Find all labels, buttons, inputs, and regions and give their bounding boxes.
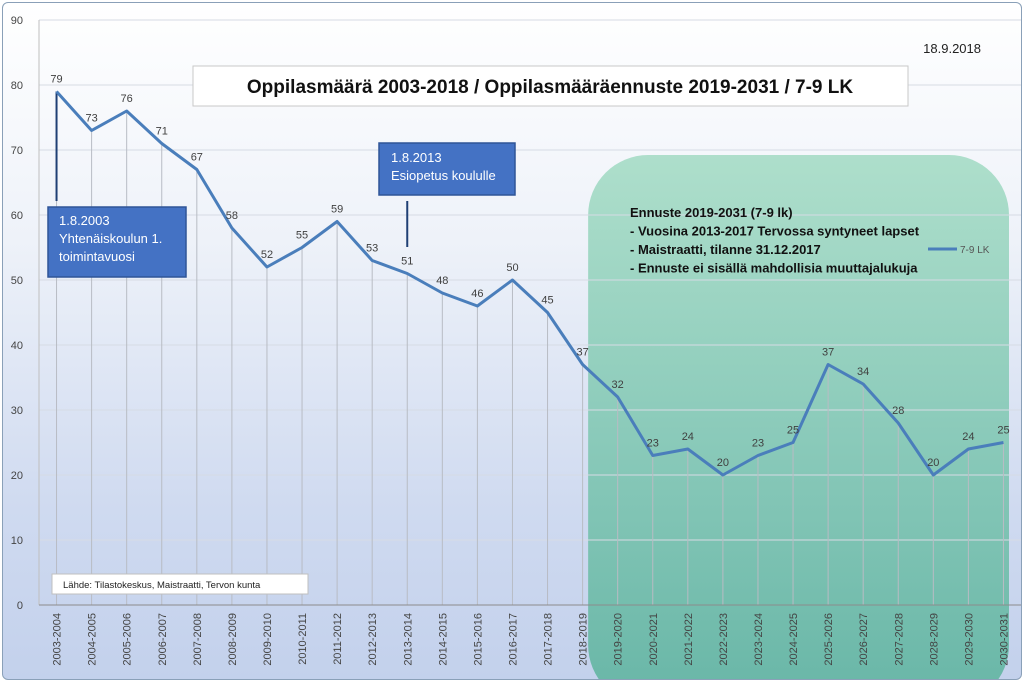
x-tick-label: 2018-2019 — [578, 613, 590, 666]
forecast-text-line: - Maistraatti, tilanne 31.12.2017 — [630, 242, 821, 257]
data-label: 24 — [682, 431, 694, 443]
data-label: 20 — [717, 457, 729, 469]
x-tick-label: 2004-2005 — [87, 613, 99, 666]
x-tick-label: 2024-2025 — [788, 613, 800, 666]
x-tick-label: 2016-2017 — [507, 613, 519, 666]
data-label: 79 — [50, 74, 62, 86]
data-label: 34 — [857, 366, 869, 378]
x-tick-label: 2025-2026 — [823, 613, 835, 666]
y-tick-label: 60 — [11, 210, 23, 222]
data-label: 23 — [647, 438, 659, 450]
data-label: 73 — [85, 113, 97, 125]
data-label: 48 — [436, 275, 448, 287]
data-label: 51 — [401, 256, 413, 268]
annotation-1-line: Yhtenäiskoulun 1. — [59, 231, 162, 246]
line-chart: 0 10 20 30 40 50 60 70 80 90 2003-2004 2004-2005 200… — [11, 15, 1021, 679]
annotation-2-line: Esiopetus koululle — [391, 168, 496, 183]
data-label: 52 — [261, 249, 273, 261]
x-tick-label: 2015-2016 — [472, 613, 484, 666]
y-tick-label: 10 — [11, 535, 23, 547]
x-tick-label: 2021-2022 — [683, 613, 695, 666]
source-text: Lähde: Tilastokeskus, Maistraatti, Tervo… — [63, 580, 261, 591]
x-tick-label: 2020-2021 — [648, 613, 660, 666]
x-tick-label: 2023-2024 — [753, 613, 765, 666]
x-tick-label: 2008-2009 — [227, 613, 239, 666]
x-tick-label: 2022-2023 — [718, 613, 730, 666]
annotation-1-line: toimintavuosi — [59, 249, 135, 264]
forecast-text-line: - Vuosina 2013-2017 Tervossa syntyneet l… — [630, 224, 920, 239]
data-label: 53 — [366, 243, 378, 255]
data-label: 20 — [927, 457, 939, 469]
chart-title: Oppilasmäärä 2003-2018 / Oppilasmääräenn… — [247, 77, 853, 98]
forecast-box — [588, 155, 1009, 679]
data-label: 23 — [752, 438, 764, 450]
x-tick-label: 2019-2020 — [613, 613, 625, 666]
series-line-7-9-lk — [55, 90, 1004, 477]
x-tick-label: 2027-2028 — [893, 613, 905, 666]
annotation-1-box — [47, 206, 187, 278]
y-tick-label: 20 — [11, 470, 23, 482]
x-tick-label: 2007-2008 — [192, 613, 204, 666]
y-tick-label: 80 — [11, 80, 23, 92]
data-label: 55 — [296, 230, 308, 242]
x-tick-label: 2009-2010 — [262, 613, 274, 666]
data-label: 37 — [822, 347, 834, 359]
data-label: 45 — [541, 295, 553, 307]
x-tick-label: 2030-2031 — [998, 613, 1010, 666]
x-tick-label: 2028-2029 — [928, 613, 940, 666]
data-label: 58 — [226, 210, 238, 222]
data-label: 28 — [892, 405, 904, 417]
source-box — [51, 573, 309, 595]
data-label: 37 — [576, 347, 588, 359]
x-tick-label: 2014-2015 — [437, 613, 449, 666]
x-tick-label: 2026-2027 — [858, 613, 870, 666]
data-label: 71 — [156, 126, 168, 138]
data-label: 50 — [506, 262, 518, 274]
y-tick-label: 0 — [17, 600, 23, 612]
x-tick-label: 2003-2004 — [52, 613, 64, 666]
x-tick-label: 2029-2030 — [963, 613, 975, 666]
x-tick-label: 2005-2006 — [122, 613, 134, 666]
data-label: 25 — [787, 425, 799, 437]
data-label: 59 — [331, 204, 343, 216]
x-tick-label: 2013-2014 — [402, 613, 414, 666]
y-tick-label: 90 — [11, 15, 23, 27]
y-tick-label: 30 — [11, 405, 23, 417]
title-box — [192, 65, 909, 107]
data-label: 32 — [612, 379, 624, 391]
annotation-2-box — [378, 142, 516, 196]
y-tick-label: 50 — [11, 275, 23, 287]
data-label: 25 — [997, 425, 1009, 437]
data-label: 46 — [471, 288, 483, 300]
data-label: 76 — [121, 93, 133, 105]
x-tick-label: 2012-2013 — [367, 613, 379, 666]
annotation-2-line: 1.8.2013 — [391, 150, 442, 165]
x-tick-label: 2006-2007 — [157, 613, 169, 666]
data-label: 24 — [962, 431, 974, 443]
x-tick-label: 2010-2011 — [297, 613, 309, 665]
y-tick-label: 40 — [11, 340, 23, 352]
x-tick-label: 2011-2012 — [332, 613, 344, 665]
y-tick-label: 70 — [11, 145, 23, 157]
forecast-text-line: - Ennuste ei sisällä mahdollisia muuttaj… — [630, 261, 918, 276]
chart-date: 18.9.2018 — [923, 41, 981, 56]
legend-label: 7-9 LK — [960, 245, 990, 256]
forecast-text-line: Ennuste 2019-2031 (7-9 lk) — [630, 205, 793, 220]
annotation-1-line: 1.8.2003 — [59, 213, 110, 228]
x-tick-label: 2017-2018 — [543, 613, 555, 666]
data-label: 67 — [191, 152, 203, 164]
